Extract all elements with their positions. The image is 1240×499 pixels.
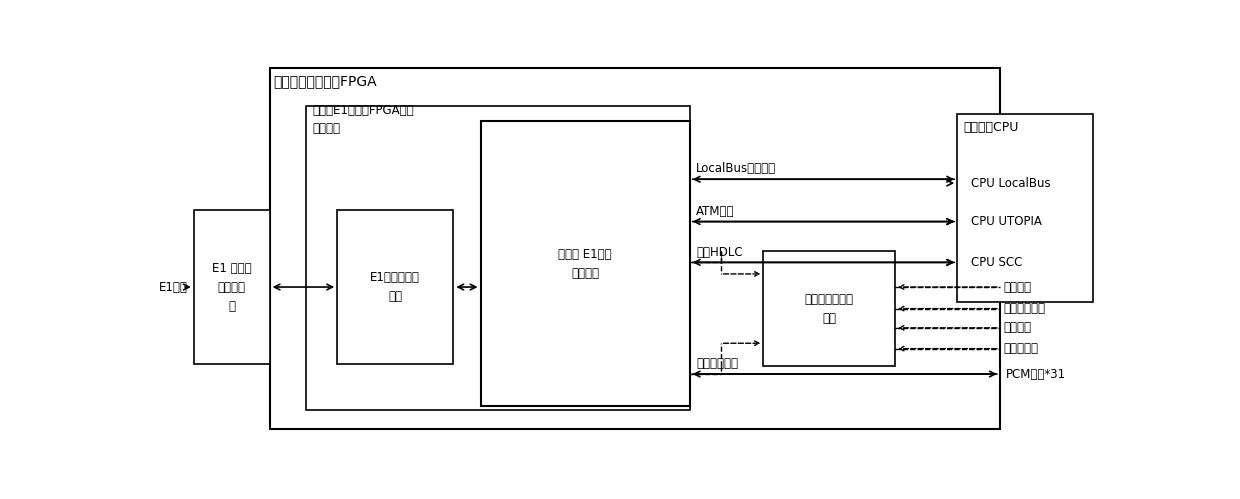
- Bar: [481, 121, 689, 406]
- Bar: [957, 114, 1092, 302]
- Text: LocalBus读写控制: LocalBus读写控制: [696, 162, 776, 175]
- Text: 现场可编程门阵列FPGA: 现场可编程门阵列FPGA: [274, 74, 377, 88]
- Text: PCM话音*31: PCM话音*31: [1006, 368, 1066, 381]
- Text: E1接口: E1接口: [159, 280, 187, 293]
- Text: 多路时隙数据: 多路时隙数据: [696, 357, 738, 370]
- Bar: [193, 210, 270, 364]
- Text: 开关信号: 开关信号: [1003, 280, 1032, 293]
- Text: 微处理器CPU: 微处理器CPU: [963, 121, 1019, 134]
- Text: 多模式E1接口的FPGA基本
处理单元: 多模式E1接口的FPGA基本 处理单元: [312, 104, 414, 135]
- Text: CPU LocalBus: CPU LocalBus: [971, 177, 1050, 190]
- Bar: [270, 67, 999, 430]
- Text: 反复接总线: 反复接总线: [1003, 342, 1039, 355]
- Text: E1 接口前
端硬件电
路: E1 接口前 端硬件电 路: [212, 261, 252, 312]
- Text: ATM信元: ATM信元: [696, 205, 734, 218]
- Text: 多模式 E1主控
处理单元: 多模式 E1主控 处理单元: [558, 248, 611, 280]
- Text: 自定义总线适配
单元: 自定义总线适配 单元: [805, 292, 854, 324]
- Text: 多路HDLC: 多路HDLC: [696, 246, 743, 258]
- Text: 以太网帧: 以太网帧: [1003, 321, 1032, 334]
- Bar: [306, 106, 689, 410]
- Bar: [337, 210, 454, 364]
- Text: CPU SCC: CPU SCC: [971, 256, 1023, 269]
- Bar: [764, 251, 895, 366]
- Text: E1接口帧处理
单元: E1接口帧处理 单元: [371, 271, 420, 303]
- Text: CPU UTOPIA: CPU UTOPIA: [971, 215, 1042, 228]
- Text: 低速串行信号: 低速串行信号: [1003, 302, 1045, 315]
